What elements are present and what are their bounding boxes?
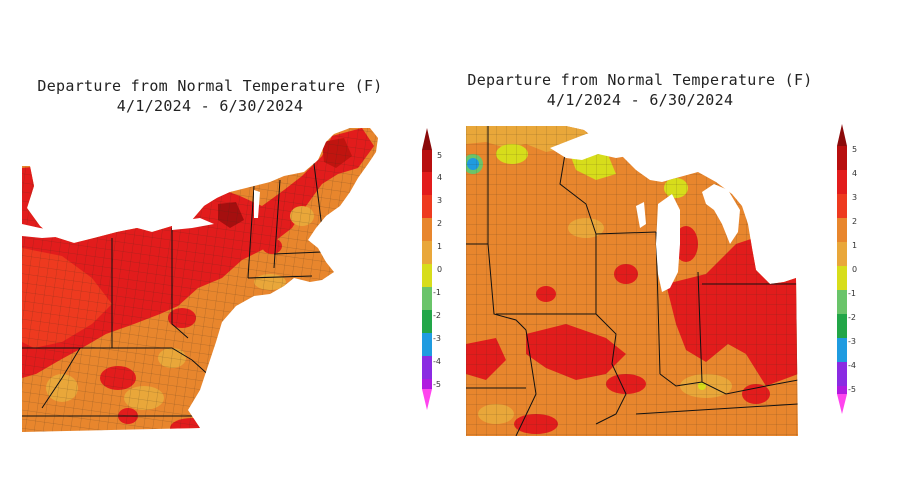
legend-tick: 5 bbox=[437, 151, 443, 160]
northeast-map-panel: Departure from Normal Temperature (F) 4/… bbox=[20, 76, 450, 432]
legend-tick: 1 bbox=[852, 241, 858, 250]
midwest-temperature-map bbox=[466, 124, 798, 436]
legend-tick: 1 bbox=[437, 242, 443, 251]
legend-tick: 0 bbox=[437, 265, 443, 274]
legend-tick: -3 bbox=[433, 334, 441, 343]
temperature-color-legend: 5 4 3 2 1 0 -1 -2 -3 -4 -5 bbox=[420, 128, 450, 410]
map-title: Departure from Normal Temperature (F) 4/… bbox=[20, 76, 400, 116]
legend-tick: -5 bbox=[433, 380, 441, 389]
legend-tick: -2 bbox=[433, 311, 441, 320]
legend-colorbar bbox=[422, 128, 432, 410]
legend-tick: -1 bbox=[433, 288, 441, 297]
legend-tick: 4 bbox=[852, 169, 858, 178]
legend-tick: 2 bbox=[852, 217, 858, 226]
map-title-line2: 4/1/2024 - 6/30/2024 bbox=[546, 91, 734, 109]
legend-tick: 3 bbox=[852, 193, 858, 202]
map-title-line1: Departure from Normal Temperature (F) bbox=[467, 71, 813, 89]
legend-tick: 0 bbox=[852, 265, 858, 274]
northeast-temperature-map bbox=[22, 128, 378, 432]
map-title-line1: Departure from Normal Temperature (F) bbox=[37, 77, 383, 95]
legend-tick: -2 bbox=[848, 313, 856, 322]
legend-tick: -1 bbox=[848, 289, 856, 298]
map-title: Departure from Normal Temperature (F) 4/… bbox=[460, 70, 820, 110]
legend-tick: -4 bbox=[848, 361, 856, 370]
temperature-color-legend: 5 4 3 2 1 0 -1 -2 -3 -4 -5 bbox=[835, 124, 865, 414]
legend-tick: -5 bbox=[848, 385, 856, 394]
legend-tick: -3 bbox=[848, 337, 856, 346]
legend-tick: 3 bbox=[437, 196, 443, 205]
legend-tick: 5 bbox=[852, 145, 858, 154]
legend-tick: 2 bbox=[437, 219, 443, 228]
midwest-map-panel: Departure from Normal Temperature (F) 4/… bbox=[450, 0, 900, 500]
map-title-line2: 4/1/2024 - 6/30/2024 bbox=[116, 97, 304, 115]
legend-colorbar bbox=[837, 124, 847, 414]
legend-tick: 4 bbox=[437, 173, 443, 182]
legend-tick: -4 bbox=[433, 357, 441, 366]
